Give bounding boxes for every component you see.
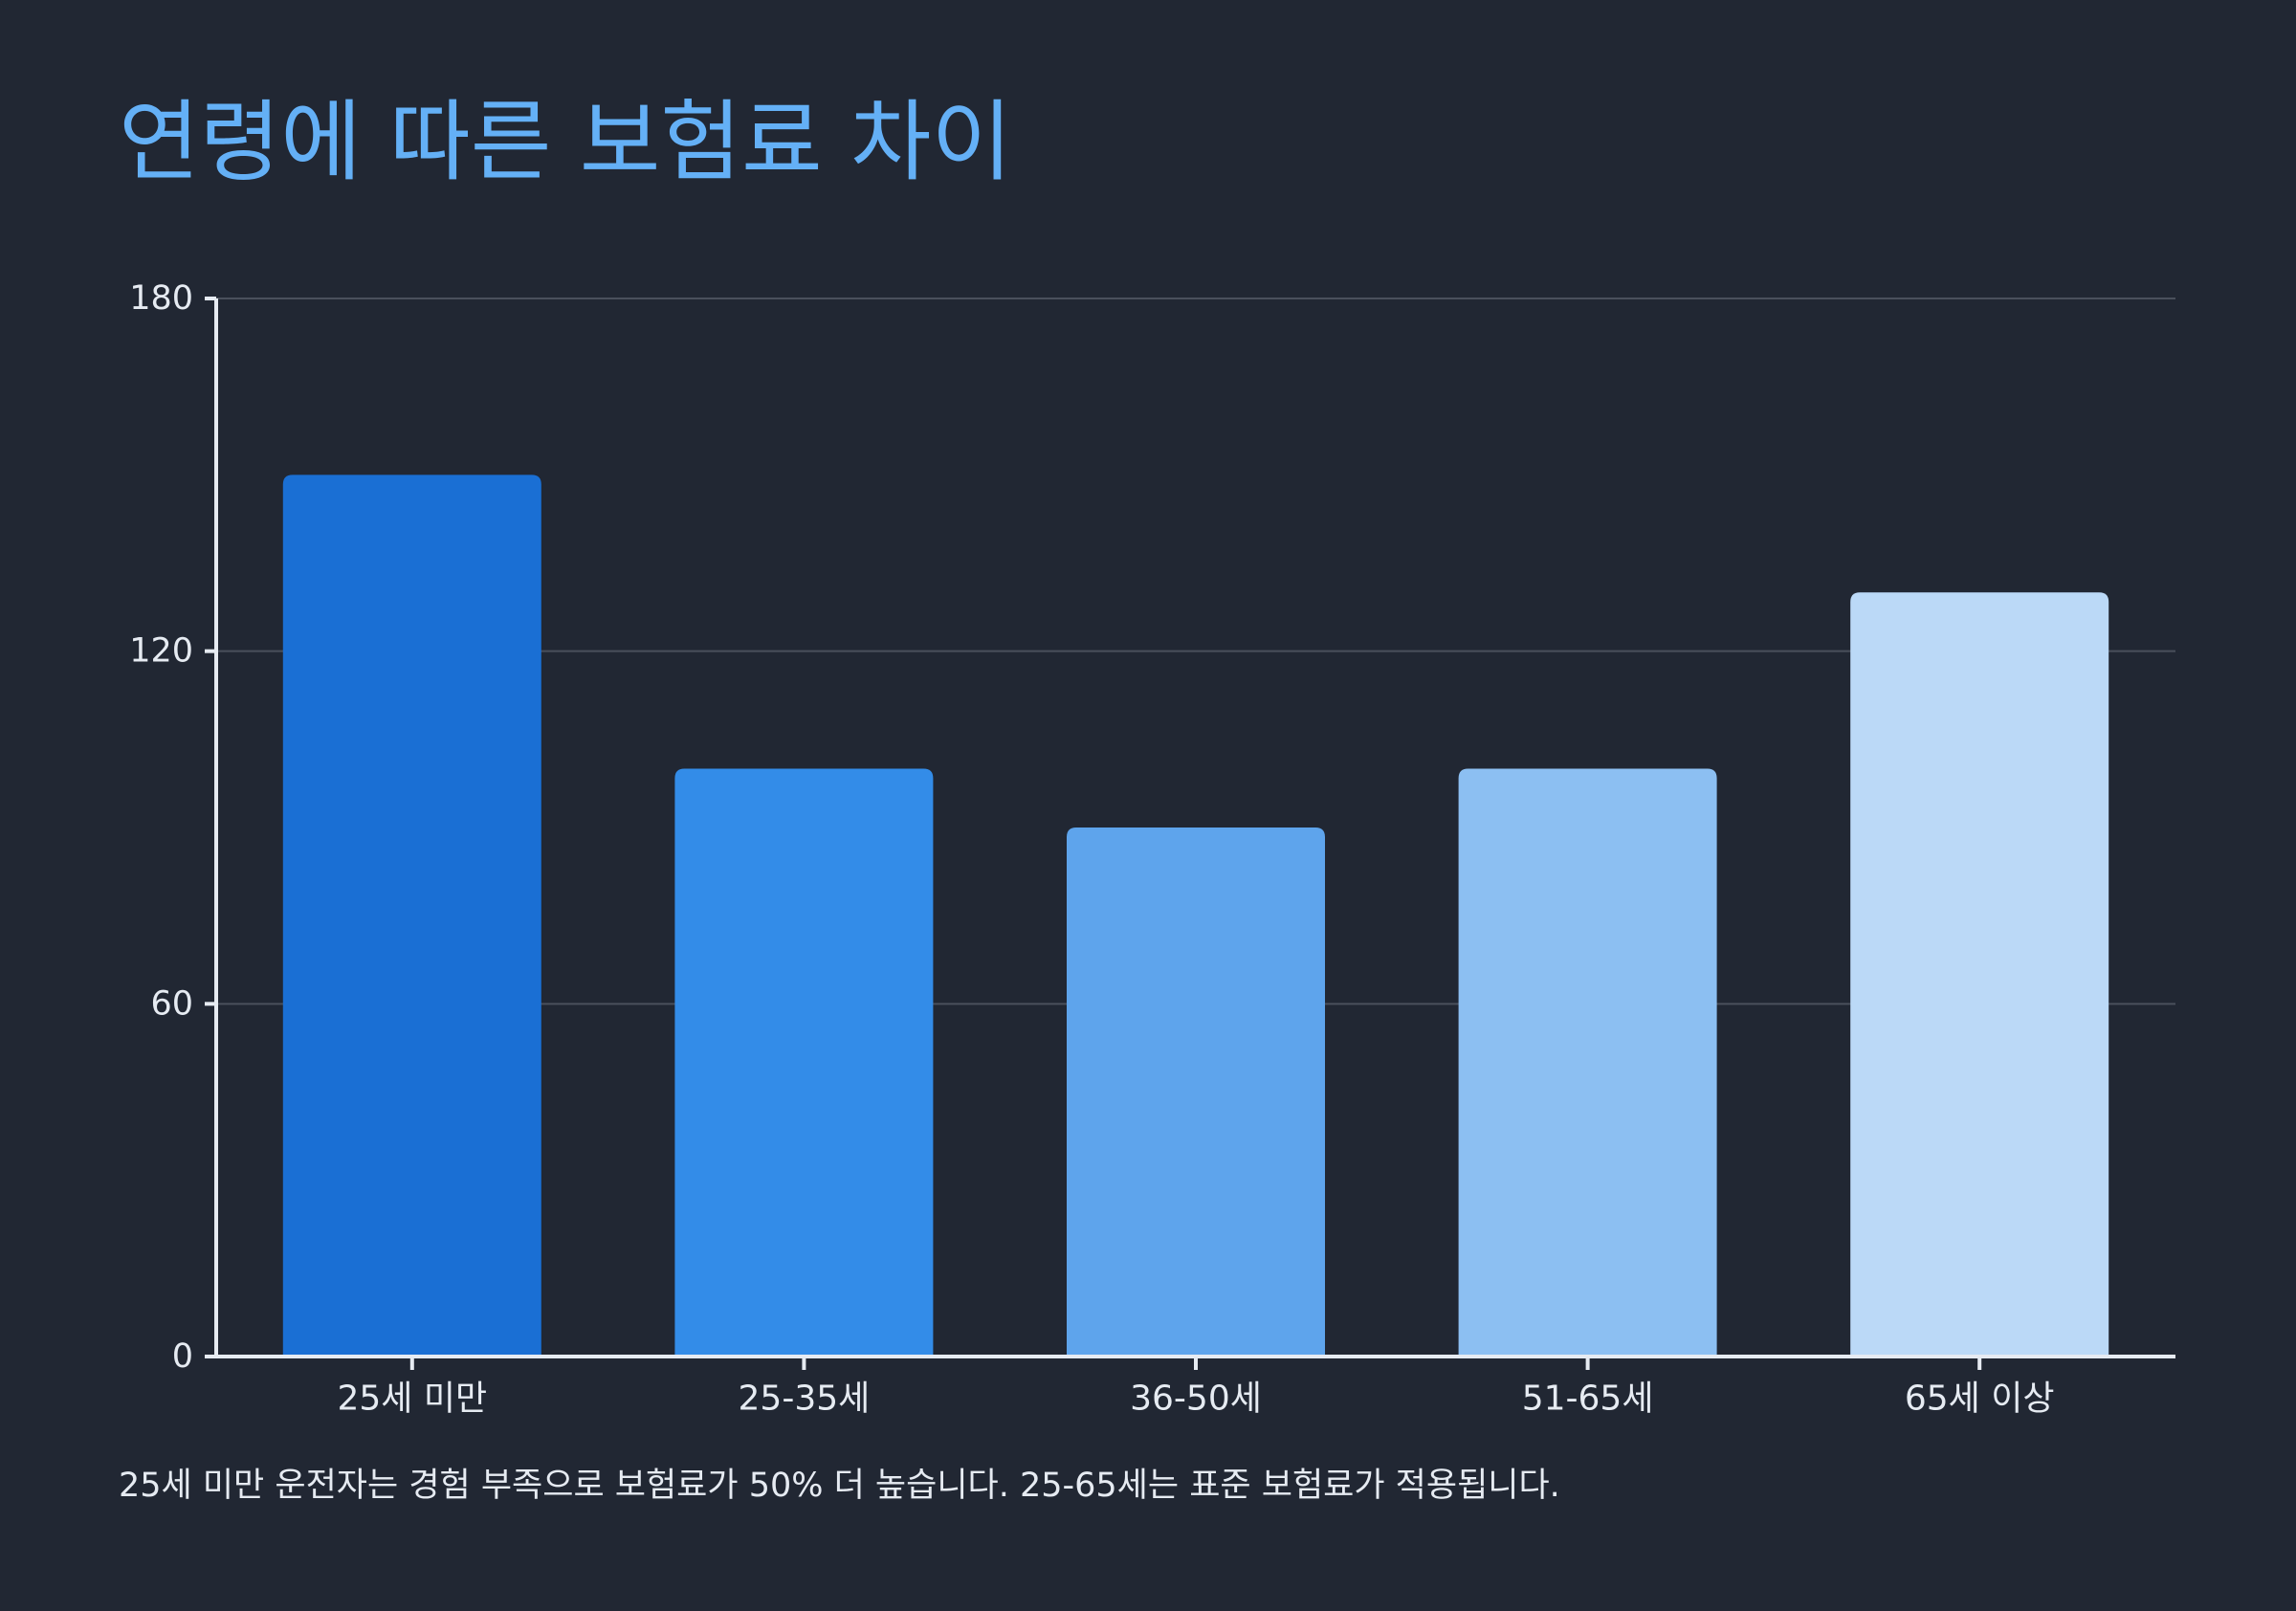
y-tick-label: 60 (150, 984, 193, 1023)
x-tick-label: 25-35세 (739, 1379, 871, 1419)
tick-labels: 0 60 120 180 25세 미만 25-35세 36-50세 51-65세 65세 이상 (129, 279, 2054, 1419)
y-tick-label: 0 (172, 1337, 193, 1376)
y-tick-label: 120 (129, 632, 193, 671)
bar-5 (1850, 592, 2109, 1357)
bar-3 (1067, 828, 1325, 1357)
bars (282, 474, 2109, 1357)
chart-caption: 25세 미만 운전자는 경험 부족으로 보험료가 50% 더 높습니다. 25-… (119, 1467, 1560, 1505)
bar-4 (1458, 768, 1717, 1357)
x-tick-label: 65세 이상 (1905, 1379, 2055, 1419)
y-tick-label: 180 (129, 279, 193, 318)
x-tick-label: 25세 미만 (337, 1379, 487, 1419)
bar-1 (282, 474, 541, 1357)
x-tick-label: 51-65세 (1522, 1379, 1654, 1419)
x-tick-label: 36-50세 (1130, 1379, 1262, 1419)
chart-title: 연령에 따른 보험료 차이 (119, 91, 1013, 193)
axes (205, 297, 2175, 1370)
bar-2 (674, 768, 934, 1357)
